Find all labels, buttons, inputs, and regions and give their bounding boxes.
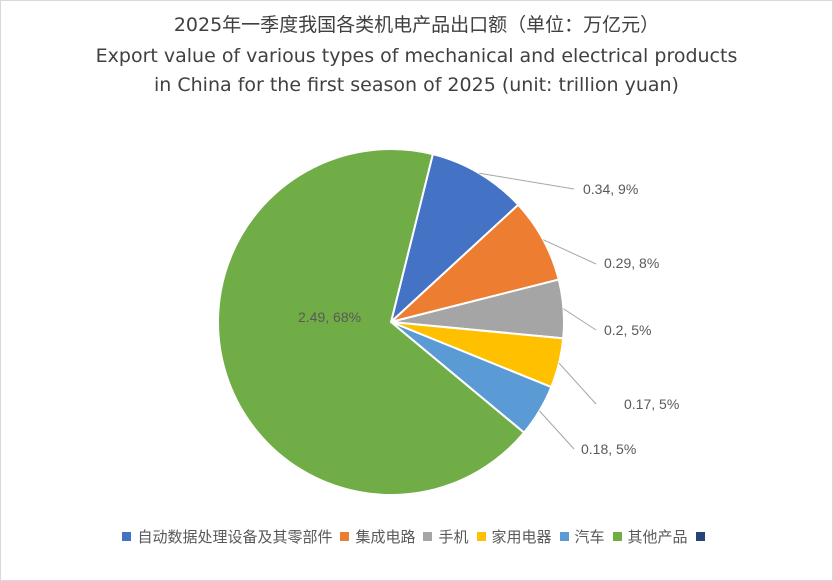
chart-title: 2025年一季度我国各类机电产品出口额（单位：万亿元） [173,14,660,36]
legend-label-2: 集成电路 [355,528,416,546]
legend-item-1: 自动数据处理设备及其零部件 [122,526,332,547]
legend-label-5: 汽车 [574,528,605,546]
data-label-4: 0.17, 5% [624,396,679,412]
legend-swatch-3 [423,532,433,541]
data-label-1: 0.34, 9% [583,181,638,197]
data-label-5: 0.18, 5% [581,441,636,457]
legend-swatch-2 [340,532,350,541]
data-label-3: 0.2, 5% [604,322,651,338]
legend-item-4: 家用电器 [476,526,552,547]
data-label-6: 2.49, 68% [298,309,361,325]
legend-label-6: 其他产品 [627,528,688,546]
legend-swatch-6 [612,532,622,541]
pie-slice-6 [217,148,526,496]
legend-swatch-4 [476,532,486,541]
legend-item-2: 集成电路 [340,526,415,547]
leader-line-2 [542,239,597,265]
legend-item-6: 其他产品 [612,526,688,547]
legend-label-1: 自动数据处理设备及其零部件 [137,528,333,546]
legend-swatch-7 [695,532,705,541]
chart-subtitle-line2: in China for the first season of 2025 (u… [154,74,679,96]
leader-line-5 [539,410,575,450]
leader-line-1 [479,172,575,190]
leader-line-3 [563,308,597,331]
legend-swatch-1 [122,532,132,541]
leader-line-4 [558,362,597,405]
legend-item-3: 手机 [423,526,469,547]
data-label-2: 0.29, 8% [604,255,659,271]
legend-label-3: 手机 [438,528,469,546]
chart-subtitle-line1: Export value of various types of mechani… [95,45,738,67]
legend-label-4: 家用电器 [491,528,552,546]
legend-item-5: 汽车 [559,526,605,547]
legend-item-7 [695,528,711,546]
legend-swatch-5 [559,532,569,541]
chart-legend: 自动数据处理设备及其零部件 集成电路 手机 家用电器 汽车 其他产品 [0,526,833,547]
